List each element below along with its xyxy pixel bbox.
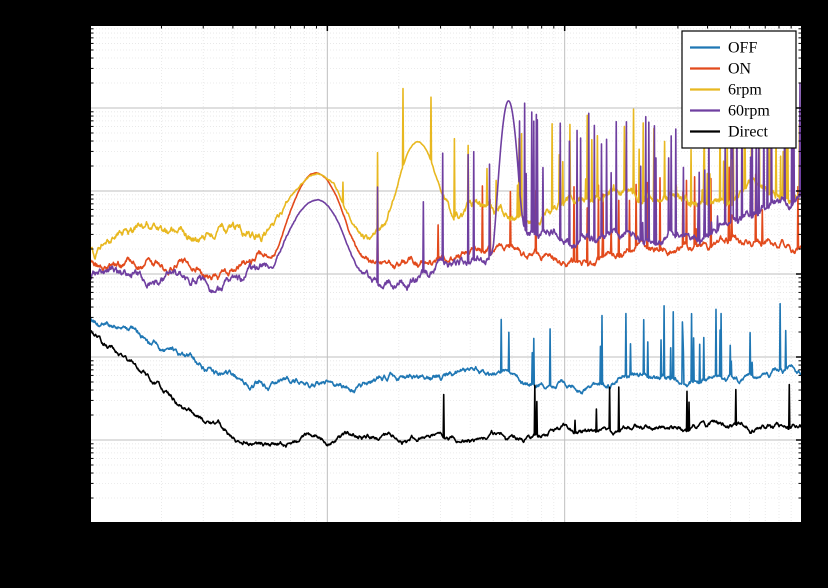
x-axis-label: Frequency [Hz]	[383, 554, 509, 576]
x-tick-label: 100	[79, 529, 101, 549]
y-tick-label: 10−5	[52, 346, 80, 366]
x-tick-label: 101	[317, 529, 339, 549]
legend-label: 6rpm	[728, 82, 762, 99]
x-tick-label: 102	[554, 529, 576, 549]
legend-label: 60rpm	[728, 103, 770, 120]
y-tick-label: 10−3	[52, 180, 80, 200]
x-tick-label: 103	[791, 529, 813, 549]
legend-label: ON	[728, 61, 752, 78]
legend-label: OFF	[728, 40, 757, 57]
y-tick-label: 10−7	[52, 512, 80, 532]
legend-label: Direct	[728, 124, 769, 141]
y-axis-label: Amplitude [g]	[11, 217, 33, 331]
chart-stage: 100 101 102 103 10−7 10−6 10−5 10−4 10−3 10−2 10−1…	[0, 0, 828, 588]
spectrum-chart: 100 101 102 103 10−7 10−6 10−5 10−4 10−3 10−2 10−1…	[0, 0, 828, 588]
y-tick-label: 10−2	[52, 97, 80, 117]
y-tick-label: 10−4	[52, 263, 80, 283]
legend: OFF ON 6rpm 60rpm Direct	[682, 31, 796, 148]
y-tick-label: 10−6	[52, 429, 80, 449]
y-tick-label: 10−1	[52, 14, 80, 34]
